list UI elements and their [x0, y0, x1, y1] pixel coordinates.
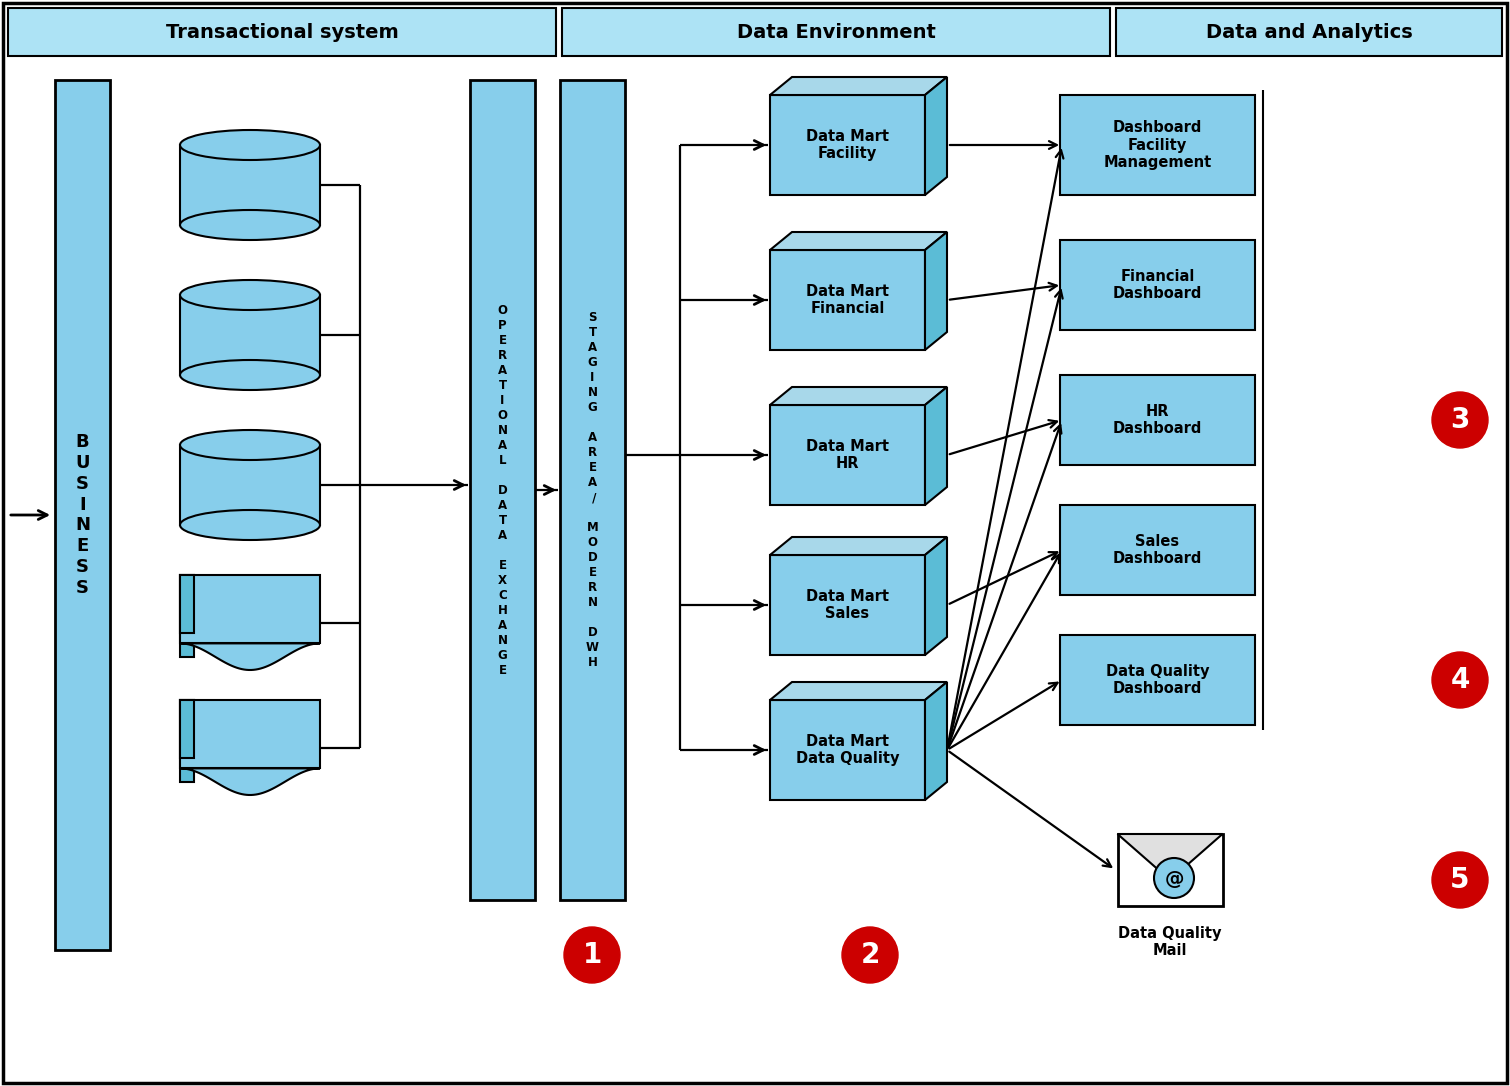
- Bar: [770, 700, 926, 800]
- Bar: [193, 574, 320, 643]
- Bar: [1060, 505, 1255, 595]
- Bar: [180, 574, 320, 643]
- Bar: [180, 700, 193, 782]
- Bar: [180, 574, 193, 657]
- Bar: [1060, 375, 1255, 465]
- Ellipse shape: [180, 280, 320, 310]
- Bar: [1060, 240, 1255, 330]
- Circle shape: [843, 927, 898, 983]
- Circle shape: [1431, 652, 1487, 708]
- Ellipse shape: [180, 430, 320, 460]
- Polygon shape: [1117, 834, 1223, 880]
- Text: S
T
A
G
I
N
G
 
A
R
E
A
 /
 
M
O
D
E
R
N
 
D
W
H: S T A G I N G A R E A / M O D E R N D W …: [586, 311, 599, 669]
- Bar: [8, 8, 556, 56]
- Text: 3: 3: [1450, 406, 1469, 434]
- Text: Financial
Dashboard: Financial Dashboard: [1113, 269, 1202, 301]
- Text: Data Mart
Financial: Data Mart Financial: [806, 283, 889, 316]
- Circle shape: [1431, 853, 1487, 908]
- Ellipse shape: [180, 359, 320, 390]
- Text: B
U
S
I
N
E
S
S: B U S I N E S S: [76, 433, 91, 597]
- Text: 4: 4: [1450, 666, 1469, 694]
- Text: Data Mart
HR: Data Mart HR: [806, 439, 889, 471]
- Text: Data and Analytics: Data and Analytics: [1205, 23, 1412, 41]
- Polygon shape: [926, 682, 947, 800]
- Text: Transactional system: Transactional system: [166, 23, 399, 41]
- Polygon shape: [770, 77, 947, 94]
- Bar: [54, 80, 110, 950]
- Text: Data Environment: Data Environment: [737, 23, 935, 41]
- Circle shape: [1431, 392, 1487, 449]
- Bar: [562, 8, 1110, 56]
- Text: Dashboard
Facility
Management: Dashboard Facility Management: [1104, 121, 1211, 169]
- Ellipse shape: [180, 510, 320, 540]
- Polygon shape: [926, 77, 947, 195]
- Bar: [193, 700, 320, 769]
- Text: Data Quality
Dashboard: Data Quality Dashboard: [1105, 664, 1210, 696]
- Ellipse shape: [180, 210, 320, 240]
- Bar: [180, 700, 193, 758]
- Bar: [770, 405, 926, 505]
- Polygon shape: [926, 387, 947, 505]
- Polygon shape: [926, 232, 947, 350]
- Text: Sales
Dashboard: Sales Dashboard: [1113, 534, 1202, 566]
- Bar: [770, 94, 926, 195]
- Polygon shape: [180, 643, 320, 670]
- Polygon shape: [770, 536, 947, 555]
- Text: @: @: [1164, 870, 1184, 888]
- Bar: [560, 80, 625, 900]
- Text: 1: 1: [583, 940, 601, 969]
- Polygon shape: [180, 769, 320, 795]
- Text: O
P
E
R
A
T
I
O
N
A
L
 
D
A
T
A
 
E
X
C
H
A
N
G
E: O P E R A T I O N A L D A T A E X C H A …: [497, 303, 507, 677]
- Circle shape: [1154, 858, 1194, 898]
- Text: Data Quality
Mail: Data Quality Mail: [1119, 926, 1222, 959]
- Polygon shape: [770, 682, 947, 700]
- Text: 5: 5: [1450, 866, 1469, 894]
- Bar: [770, 250, 926, 350]
- Polygon shape: [770, 387, 947, 405]
- Bar: [1116, 8, 1502, 56]
- Text: 2: 2: [861, 940, 880, 969]
- Bar: [180, 445, 320, 525]
- Bar: [470, 80, 535, 900]
- Text: HR
Dashboard: HR Dashboard: [1113, 404, 1202, 437]
- Bar: [180, 295, 320, 375]
- Bar: [180, 700, 320, 769]
- Bar: [770, 555, 926, 655]
- Circle shape: [565, 927, 621, 983]
- Bar: [1117, 834, 1223, 906]
- Text: Data Mart
Facility: Data Mart Facility: [806, 129, 889, 161]
- Bar: [1060, 635, 1255, 725]
- Ellipse shape: [180, 130, 320, 160]
- Bar: [180, 146, 320, 225]
- Bar: [180, 574, 193, 633]
- Polygon shape: [770, 232, 947, 250]
- Bar: [1060, 94, 1255, 195]
- Text: Data Mart
Data Quality: Data Mart Data Quality: [796, 734, 900, 767]
- Text: Data Mart
Sales: Data Mart Sales: [806, 589, 889, 621]
- Polygon shape: [926, 536, 947, 655]
